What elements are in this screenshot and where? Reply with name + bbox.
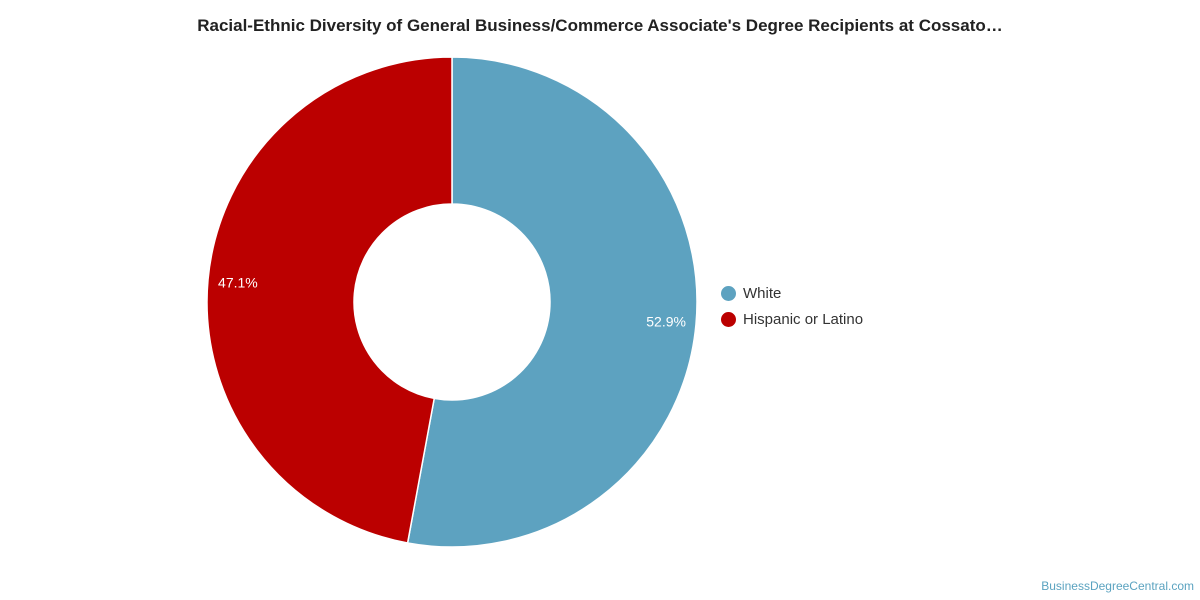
slice-label-hispanic-or-latino: 47.1% xyxy=(218,274,258,290)
slice-white[interactable] xyxy=(406,56,698,548)
chart-title: Racial-Ethnic Diversity of General Busin… xyxy=(197,16,1003,35)
legend-swatch-white xyxy=(721,285,736,301)
legend-label-hispanic-or-latino: Hispanic or Latino xyxy=(743,310,864,328)
slice-label-white: 52.9% xyxy=(646,314,686,330)
slice-hispanic-or-latino[interactable] xyxy=(206,56,453,544)
source-credit[interactable]: BusinessDegreeCentral.com xyxy=(1041,579,1194,593)
legend-item-hispanic-or-latino[interactable]: Hispanic or Latino xyxy=(721,306,863,332)
chart-legend: White Hispanic or Latino xyxy=(721,280,863,332)
legend-swatch-hispanic-or-latino xyxy=(721,311,736,327)
legend-label-white: White xyxy=(743,284,782,302)
legend-item-white[interactable]: White xyxy=(721,280,863,306)
